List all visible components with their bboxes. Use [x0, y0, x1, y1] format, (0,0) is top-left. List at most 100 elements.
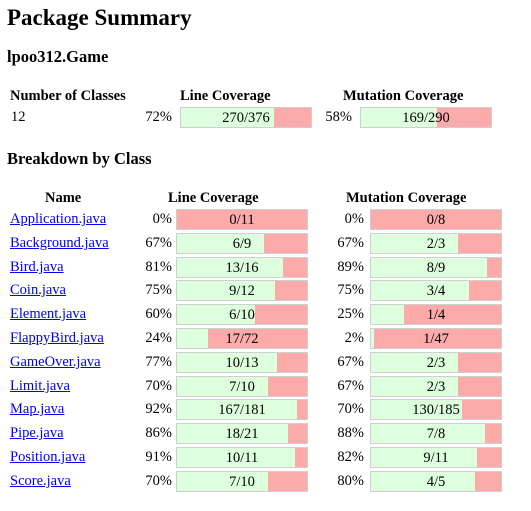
- line-coverage-fill: [177, 281, 275, 300]
- line-ratio: 0/11: [229, 212, 255, 228]
- line-coverage-fill: [177, 258, 283, 277]
- line-coverage-fill: [177, 424, 289, 443]
- line-ratio: 9/12: [229, 283, 255, 299]
- mutation-ratio: 1/4: [426, 307, 446, 323]
- line-coverage-bar: 9/12: [176, 280, 308, 301]
- mutation-ratio: 2/3: [426, 236, 446, 252]
- mutation-coverage-bar: 0/8: [370, 209, 502, 230]
- mutation-ratio: 1/47: [423, 331, 449, 347]
- line-coverage-bar: 167/181: [176, 399, 308, 420]
- mutation-coverage-bar: 8/9: [370, 257, 502, 278]
- mutation-percent: 2%: [344, 330, 364, 346]
- mutation-percent: 25%: [337, 306, 364, 322]
- summary-classes-count: 12: [11, 109, 26, 125]
- breakdown-header-mutation: Mutation Coverage: [346, 190, 467, 206]
- mutation-coverage-bar: 4/5: [370, 471, 502, 492]
- line-ratio: 167/181: [218, 402, 266, 418]
- line-coverage-bar: 7/10: [176, 376, 308, 397]
- mutation-coverage-fill: [371, 377, 458, 396]
- mutation-coverage-fill: [371, 281, 469, 300]
- class-link[interactable]: Coin.java: [10, 282, 66, 298]
- mutation-coverage-bar: 1/47: [370, 328, 502, 349]
- mutation-coverage-bar: 7/8: [370, 423, 502, 444]
- mutation-ratio: 0/8: [426, 212, 446, 228]
- class-link[interactable]: GameOver.java: [10, 354, 101, 370]
- mutation-percent: 88%: [337, 425, 364, 441]
- line-percent: 77%: [145, 354, 172, 370]
- line-coverage-bar: 13/16: [176, 257, 308, 278]
- mutation-coverage-fill: [371, 258, 487, 277]
- line-coverage-fill: [177, 353, 277, 372]
- line-coverage-bar: 18/21: [176, 423, 308, 444]
- package-name: lpoo312.Game: [7, 47, 109, 66]
- line-coverage-fill: [177, 329, 208, 348]
- line-percent: 91%: [145, 449, 172, 465]
- mutation-percent: 89%: [337, 259, 364, 275]
- summary-line-percent: 72%: [145, 109, 172, 125]
- mutation-coverage-fill: [371, 424, 485, 443]
- mutation-coverage-fill: [371, 329, 374, 348]
- mutation-percent: 80%: [337, 473, 364, 489]
- line-percent: 67%: [145, 235, 172, 251]
- class-link[interactable]: FlappyBird.java: [10, 330, 104, 346]
- summary-mutation-percent: 58%: [325, 109, 352, 125]
- class-link[interactable]: Pipe.java: [10, 425, 64, 441]
- mutation-percent: 67%: [337, 378, 364, 394]
- class-link[interactable]: Score.java: [10, 473, 71, 489]
- line-coverage-fill: [177, 377, 268, 396]
- line-percent: 86%: [145, 425, 172, 441]
- class-link[interactable]: Position.java: [10, 449, 86, 465]
- mutation-percent: 67%: [337, 354, 364, 370]
- line-ratio: 10/11: [225, 450, 259, 466]
- breakdown-title: Breakdown by Class: [7, 149, 152, 168]
- line-coverage-bar: 6/9: [176, 233, 308, 254]
- line-coverage-fill: [177, 234, 264, 253]
- mutation-coverage-bar: 130/185: [370, 399, 502, 420]
- summary-line-ratio: 270/376: [222, 110, 270, 126]
- line-percent: 81%: [145, 259, 172, 275]
- class-link[interactable]: Background.java: [10, 235, 109, 251]
- mutation-ratio: 2/3: [426, 355, 446, 371]
- mutation-ratio: 3/4: [426, 283, 446, 299]
- line-ratio: 13/16: [225, 260, 259, 276]
- line-coverage-fill: [177, 472, 268, 491]
- mutation-coverage-fill: [371, 448, 478, 467]
- class-link[interactable]: Element.java: [10, 306, 87, 322]
- mutation-coverage-bar: 2/3: [370, 376, 502, 397]
- mutation-coverage-fill: [371, 400, 463, 419]
- mutation-ratio: 8/9: [426, 260, 446, 276]
- page-title: Package Summary: [7, 5, 192, 30]
- mutation-ratio: 4/5: [426, 474, 446, 490]
- class-link[interactable]: Map.java: [10, 401, 65, 417]
- line-ratio: 6/9: [232, 236, 252, 252]
- class-link[interactable]: Bird.java: [10, 259, 64, 275]
- mutation-ratio: 130/185: [412, 402, 460, 418]
- mutation-percent: 67%: [337, 235, 364, 251]
- summary-mutation-ratio: 169/290: [402, 110, 450, 126]
- class-link[interactable]: Application.java: [10, 211, 107, 227]
- line-coverage-fill: [177, 305, 255, 324]
- mutation-coverage-bar: 3/4: [370, 280, 502, 301]
- summary-header-mutation: Mutation Coverage: [343, 88, 464, 104]
- mutation-coverage-fill: [371, 353, 458, 372]
- breakdown-header-line: Line Coverage: [168, 190, 259, 206]
- mutation-coverage-bar: 2/3: [370, 233, 502, 254]
- line-coverage-fill: [177, 400, 297, 419]
- line-coverage-bar: 10/13: [176, 352, 308, 373]
- line-ratio: 17/72: [225, 331, 259, 347]
- line-coverage-bar: 17/72: [176, 328, 308, 349]
- mutation-percent: 70%: [337, 401, 364, 417]
- mutation-coverage-fill: [371, 305, 404, 324]
- line-coverage-bar: 10/11: [176, 447, 308, 468]
- line-ratio: 7/10: [229, 379, 255, 395]
- breakdown-header-name: Name: [45, 190, 82, 206]
- mutation-coverage-bar: 2/3: [370, 352, 502, 373]
- line-ratio: 18/21: [225, 426, 259, 442]
- summary-header-classes: Number of Classes: [10, 88, 126, 104]
- line-percent: 75%: [145, 282, 172, 298]
- mutation-ratio: 9/11: [423, 450, 449, 466]
- class-link[interactable]: Limit.java: [10, 378, 70, 394]
- line-coverage-bar: 6/10: [176, 304, 308, 325]
- mutation-ratio: 7/8: [426, 426, 446, 442]
